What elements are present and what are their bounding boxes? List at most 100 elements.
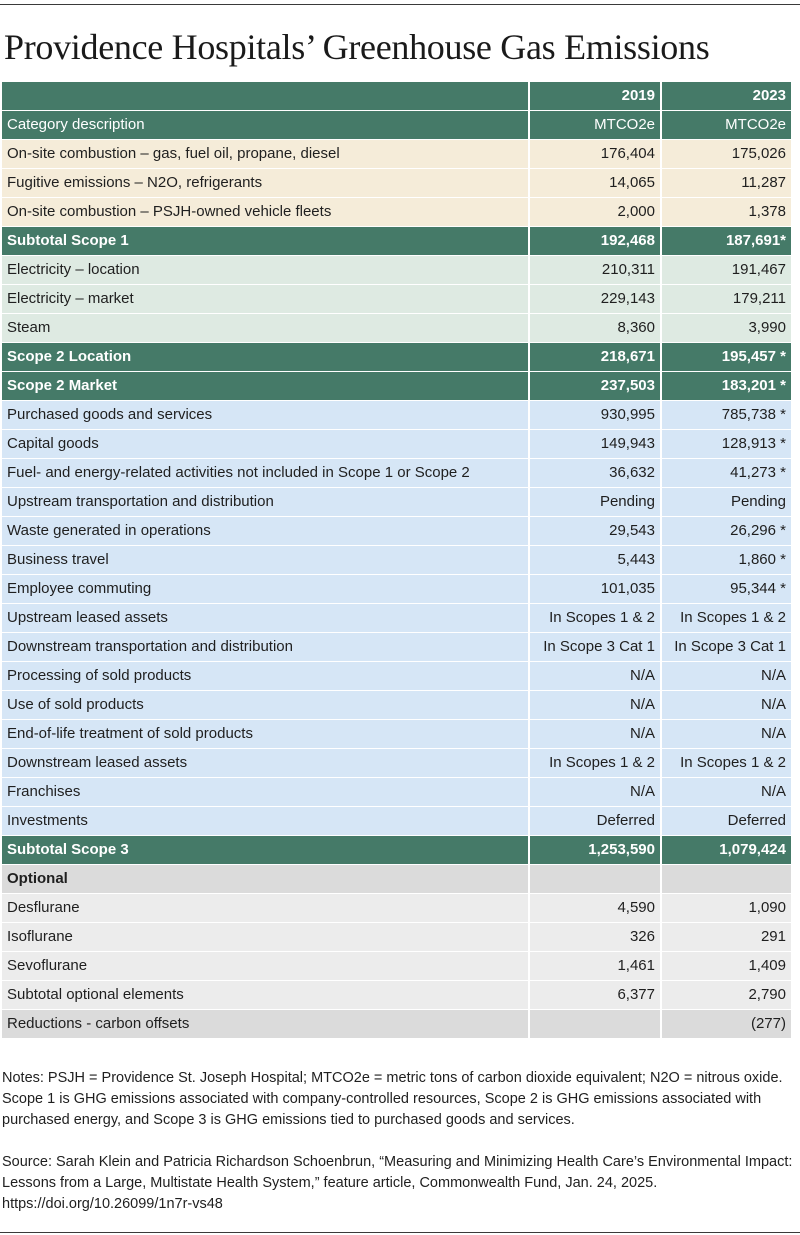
row-2019-cell: N/A xyxy=(528,662,660,691)
row-2023-cell: 291 xyxy=(660,923,791,952)
row-label-cell: Isoflurane xyxy=(2,923,528,952)
row-2023-cell: 1,090 xyxy=(660,894,791,923)
table-row: Steam 8,360 3,990 xyxy=(2,314,791,343)
table-row: Subtotal Scope 3 1,253,590 1,079,424 xyxy=(2,836,791,865)
row-2023-cell: 183,201 * xyxy=(660,372,791,401)
row-label-cell: Optional xyxy=(2,865,528,894)
row-2023-cell: 3,990 xyxy=(660,314,791,343)
top-rule xyxy=(0,4,800,5)
row-2019-cell: 176,404 xyxy=(528,140,660,169)
row-2019-cell: In Scope 3 Cat 1 xyxy=(528,633,660,662)
row-2023-cell: 95,344 * xyxy=(660,575,791,604)
row-2023-cell: 11,287 xyxy=(660,169,791,198)
table-row: Processing of sold products N/A N/A xyxy=(2,662,791,691)
table-row: Subtotal Scope 1 192,468 187,691* xyxy=(2,227,791,256)
row-label-cell: Fugitive emissions – N2O, refrigerants xyxy=(2,169,528,198)
row-2023-cell: (277) xyxy=(660,1010,791,1039)
row-label-cell: Fuel- and energy-related activities not … xyxy=(2,459,528,488)
table-row: Electricity – market 229,143 179,211 xyxy=(2,285,791,314)
row-2019-cell: 1,461 xyxy=(528,952,660,981)
row-label-cell: Subtotal Scope 1 xyxy=(2,227,528,256)
table-row: Desflurane 4,590 1,090 xyxy=(2,894,791,923)
table-row: Purchased goods and services 930,995 785,7… xyxy=(2,401,791,430)
table-row: Waste generated in operations 29,543 26,29… xyxy=(2,517,791,546)
header-2019-cell: 2019 xyxy=(528,82,660,111)
row-label-cell: Desflurane xyxy=(2,894,528,923)
table-row: Sevoflurane 1,461 1,409 xyxy=(2,952,791,981)
row-2019-cell: 930,995 xyxy=(528,401,660,430)
table-row: On-site combustion – gas, fuel oil, prop… xyxy=(2,140,791,169)
row-label-cell: Waste generated in operations xyxy=(2,517,528,546)
row-label-cell: Downstream transportation and distributi… xyxy=(2,633,528,662)
row-label-cell: Downstream leased assets xyxy=(2,749,528,778)
row-2019-cell: 192,468 xyxy=(528,227,660,256)
row-label-cell: Steam xyxy=(2,314,528,343)
row-2023-cell: N/A xyxy=(660,778,791,807)
row-2019-cell: Pending xyxy=(528,488,660,517)
row-2019-cell: 101,035 xyxy=(528,575,660,604)
row-label-cell: Upstream leased assets xyxy=(2,604,528,633)
table-row: Electricity – location 210,311 191,467 xyxy=(2,256,791,285)
row-label-cell: Subtotal optional elements xyxy=(2,981,528,1010)
row-label-cell: Processing of sold products xyxy=(2,662,528,691)
row-2023-cell: 128,913 * xyxy=(660,430,791,459)
row-2023-cell: 1,378 xyxy=(660,198,791,227)
row-2019-cell: 6,377 xyxy=(528,981,660,1010)
row-2023-cell: 191,467 xyxy=(660,256,791,285)
table-row: Optional xyxy=(2,865,791,894)
row-label-cell: Employee commuting xyxy=(2,575,528,604)
row-2023-cell: N/A xyxy=(660,662,791,691)
row-label-cell: Business travel xyxy=(2,546,528,575)
table-row: Capital goods 149,943 128,913 * xyxy=(2,430,791,459)
row-label-cell: On-site combustion – gas, fuel oil, prop… xyxy=(2,140,528,169)
row-2019-cell: Deferred xyxy=(528,807,660,836)
row-2019-cell: 210,311 xyxy=(528,256,660,285)
row-2023-cell: Pending xyxy=(660,488,791,517)
table-row: Scope 2 Location 218,671 195,457 * xyxy=(2,343,791,372)
table-row: Fugitive emissions – N2O, refrigerants 14… xyxy=(2,169,791,198)
row-2019-cell xyxy=(528,1010,660,1039)
header-label-cell xyxy=(2,82,528,111)
table-row: Downstream transportation and distributi… xyxy=(2,633,791,662)
row-label-cell: Sevoflurane xyxy=(2,952,528,981)
table-row: End-of-life treatment of sold products N/… xyxy=(2,720,791,749)
row-2019-cell: 326 xyxy=(528,923,660,952)
category-description-header: Category description xyxy=(2,111,528,140)
table-row: Upstream leased assets In Scopes 1 & 2 In … xyxy=(2,604,791,633)
row-2019-cell: 149,943 xyxy=(528,430,660,459)
row-2023-cell: 187,691* xyxy=(660,227,791,256)
row-2023-cell: 2,790 xyxy=(660,981,791,1010)
row-label-cell: Upstream transportation and distribution xyxy=(2,488,528,517)
table-row: Subtotal optional elements 6,377 2,790 xyxy=(2,981,791,1010)
row-2023-cell: In Scopes 1 & 2 xyxy=(660,749,791,778)
row-2023-cell: In Scope 3 Cat 1 xyxy=(660,633,791,662)
row-label-cell: Electricity – market xyxy=(2,285,528,314)
row-2019-cell: In Scopes 1 & 2 xyxy=(528,749,660,778)
row-2019-cell xyxy=(528,865,660,894)
table-row: Reductions - carbon offsets (277) xyxy=(2,1010,791,1039)
row-2023-cell: 1,860 * xyxy=(660,546,791,575)
row-label-cell: Scope 2 Location xyxy=(2,343,528,372)
row-2019-cell: 2,000 xyxy=(528,198,660,227)
table-row: Franchises N/A N/A xyxy=(2,778,791,807)
row-2019-cell: 8,360 xyxy=(528,314,660,343)
row-2019-cell: 14,065 xyxy=(528,169,660,198)
units-2023-cell: MTCO2e xyxy=(660,111,791,140)
table-row: Fuel- and energy-related activities not … xyxy=(2,459,791,488)
table-header-row: 2019 2023 xyxy=(2,82,791,111)
row-2023-cell: Deferred xyxy=(660,807,791,836)
row-2023-cell: 175,026 xyxy=(660,140,791,169)
row-2019-cell: 218,671 xyxy=(528,343,660,372)
row-2023-cell: 179,211 xyxy=(660,285,791,314)
row-2019-cell: 4,590 xyxy=(528,894,660,923)
row-2019-cell: 5,443 xyxy=(528,546,660,575)
row-label-cell: Use of sold products xyxy=(2,691,528,720)
row-2023-cell: 26,296 * xyxy=(660,517,791,546)
row-2019-cell: N/A xyxy=(528,720,660,749)
table-row: Business travel 5,443 1,860 * xyxy=(2,546,791,575)
page-title: Providence Hospitals’ Greenhouse Gas Emi… xyxy=(4,27,710,67)
row-label-cell: Investments xyxy=(2,807,528,836)
table-row: Upstream transportation and distribution… xyxy=(2,488,791,517)
row-2019-cell: 229,143 xyxy=(528,285,660,314)
